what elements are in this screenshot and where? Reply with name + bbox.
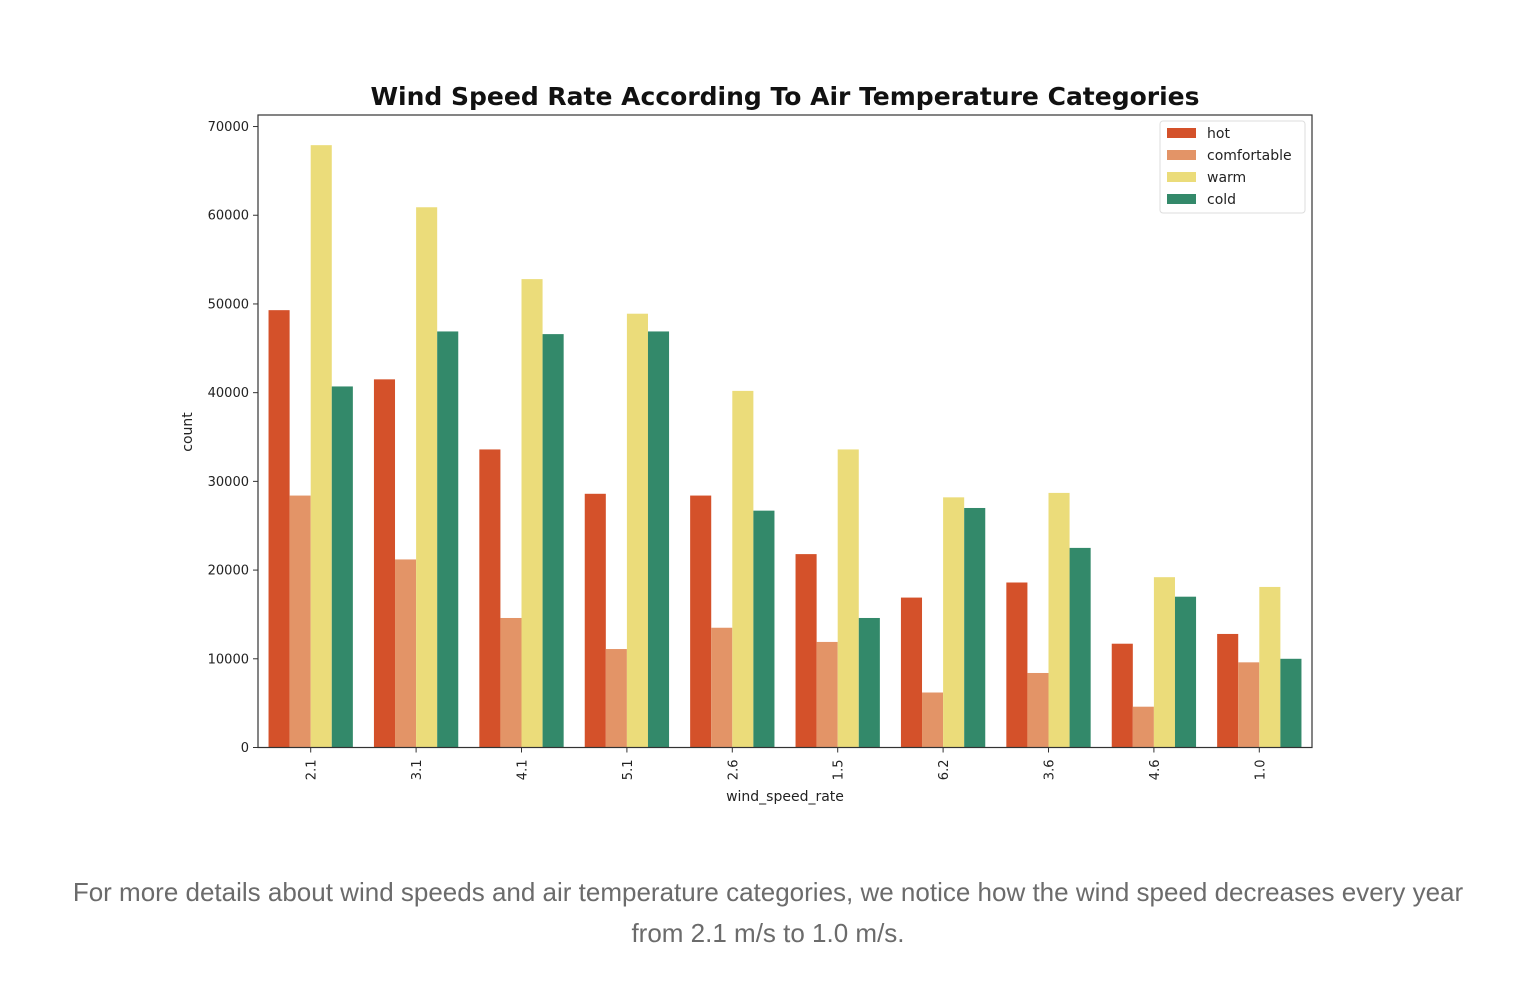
- bar-chart: Wind Speed Rate According To Air Tempera…: [180, 82, 1313, 805]
- bar-hot-5.1: [584, 493, 606, 748]
- legend-swatch-hot: [1167, 128, 1196, 138]
- legend-label-comfortable: comfortable: [1207, 148, 1292, 164]
- bar-comfortable-3.6: [1027, 672, 1049, 748]
- y-tick-label: 60000: [208, 209, 249, 224]
- bar-comfortable-2.1: [289, 495, 311, 748]
- x-tick-label: 2.6: [726, 760, 741, 781]
- legend-swatch-comfortable: [1167, 150, 1196, 160]
- bar-cold-1.0: [1280, 658, 1302, 748]
- bar-warm-4.1: [521, 279, 543, 748]
- x-tick-label: 1.0: [1253, 760, 1268, 781]
- bar-hot-1.0: [1217, 633, 1239, 748]
- bar-hot-3.6: [1006, 582, 1028, 748]
- x-axis: 2.1 3.1 4.1 5.1 2.6 1.5 6.2 3.6 4.6 1.0: [305, 747, 1268, 781]
- bar-comfortable-1.0: [1238, 662, 1260, 748]
- chart-title: Wind Speed Rate According To Air Tempera…: [370, 82, 1199, 111]
- y-axis-label: count: [180, 412, 196, 452]
- x-tick-label: 2.1: [305, 760, 320, 781]
- bar-cold-4.1: [542, 334, 564, 748]
- legend-label-warm: warm: [1207, 170, 1246, 186]
- bars-group: [268, 145, 1302, 748]
- y-tick-label: 0: [241, 741, 249, 756]
- bar-comfortable-6.2: [922, 692, 944, 748]
- bar-comfortable-2.6: [711, 627, 733, 748]
- bar-warm-1.0: [1259, 586, 1281, 748]
- x-tick-label: 6.2: [937, 760, 952, 781]
- bar-warm-6.2: [943, 497, 965, 748]
- legend-label-cold: cold: [1207, 192, 1236, 208]
- x-tick-label: 3.6: [1043, 760, 1058, 781]
- x-tick-label: 1.5: [832, 760, 847, 781]
- bar-cold-3.1: [437, 331, 459, 748]
- bar-comfortable-1.5: [816, 641, 838, 748]
- bar-hot-4.1: [479, 449, 501, 748]
- bar-comfortable-3.1: [395, 559, 417, 748]
- legend-swatch-warm: [1167, 172, 1196, 182]
- x-axis-label: wind_speed_rate: [726, 789, 844, 805]
- bar-warm-3.1: [416, 207, 438, 748]
- bar-comfortable-4.1: [500, 617, 522, 748]
- x-tick-label: 4.1: [516, 760, 531, 781]
- y-tick-label: 20000: [208, 564, 249, 579]
- figure-caption: For more details about wind speeds and a…: [72, 877, 1464, 948]
- bar-cold-1.5: [858, 617, 880, 748]
- x-tick-label: 5.1: [621, 760, 636, 781]
- bar-cold-6.2: [964, 507, 986, 748]
- bar-cold-5.1: [647, 331, 670, 748]
- y-tick-label: 30000: [208, 475, 249, 490]
- x-tick-label: 3.1: [410, 760, 425, 781]
- bar-warm-1.5: [837, 449, 859, 748]
- bar-hot-1.5: [795, 554, 817, 748]
- y-tick-label: 70000: [208, 120, 249, 135]
- bar-cold-3.6: [1069, 547, 1091, 748]
- bar-hot-2.6: [690, 495, 712, 748]
- bar-cold-2.6: [753, 510, 775, 748]
- y-tick-label: 40000: [208, 386, 249, 401]
- bar-comfortable-4.6: [1132, 706, 1154, 748]
- legend-swatch-cold: [1167, 194, 1196, 204]
- bar-hot-4.6: [1111, 643, 1133, 748]
- x-tick-label: 4.6: [1148, 760, 1163, 781]
- bar-cold-4.6: [1174, 596, 1197, 748]
- legend-label-hot: hot: [1207, 126, 1230, 142]
- legend-frame: [1159, 120, 1306, 214]
- bar-warm-4.6: [1153, 577, 1175, 748]
- y-tick-label: 50000: [208, 297, 249, 312]
- bar-hot-3.1: [373, 379, 396, 748]
- bar-comfortable-5.1: [605, 649, 627, 748]
- bar-hot-2.1: [268, 310, 290, 748]
- bar-warm-2.6: [732, 390, 754, 748]
- y-axis: 0 10000 20000 30000 40000 50000 60000 70000: [208, 120, 258, 756]
- plot-frame: [257, 114, 1313, 749]
- bar-warm-2.1: [310, 145, 332, 748]
- y-tick-label: 10000: [208, 652, 249, 667]
- bar-hot-6.2: [900, 597, 923, 748]
- legend: hot comfortable warm cold: [1159, 120, 1306, 214]
- bar-cold-2.1: [331, 386, 353, 748]
- bar-warm-3.6: [1048, 492, 1070, 748]
- bar-warm-5.1: [626, 313, 648, 748]
